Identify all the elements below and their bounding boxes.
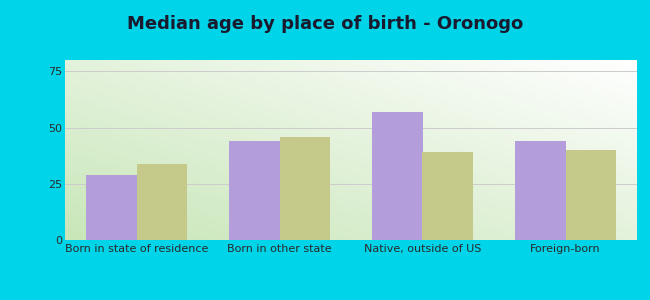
Bar <box>515 141 566 240</box>
Bar <box>372 112 423 240</box>
Bar <box>280 136 330 240</box>
Bar <box>566 150 616 240</box>
Bar <box>229 141 280 240</box>
Bar <box>136 164 187 240</box>
Bar <box>86 175 136 240</box>
Bar <box>422 152 473 240</box>
Text: Median age by place of birth - Oronogo: Median age by place of birth - Oronogo <box>127 15 523 33</box>
